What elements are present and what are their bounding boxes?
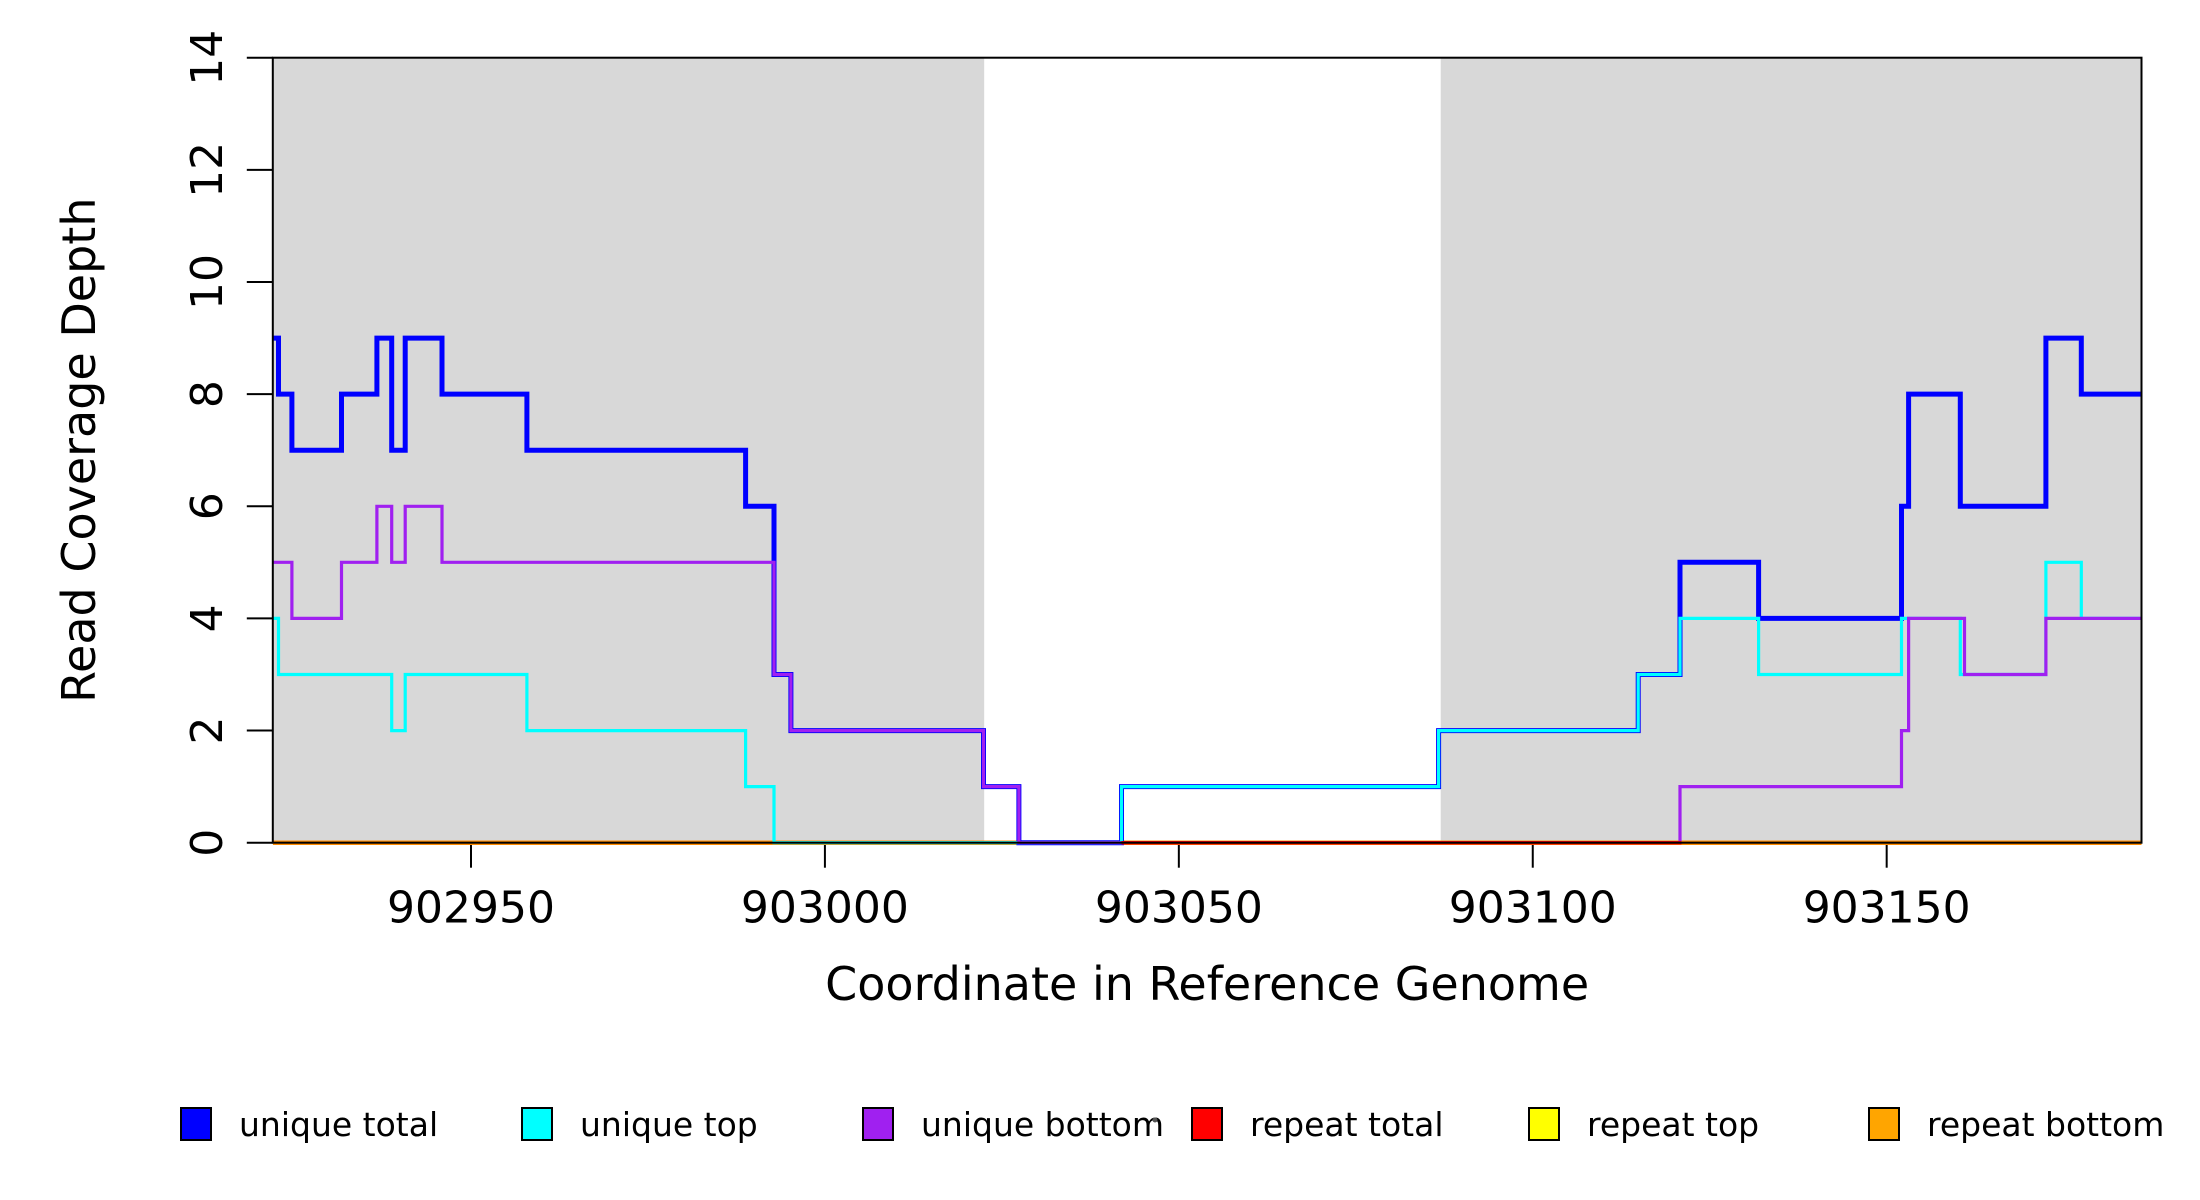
x-tick-label: 903050 — [1095, 883, 1263, 934]
x-tick-label: 903100 — [1449, 883, 1617, 934]
y-tick-label: 0 — [182, 829, 233, 857]
series-line-unique-top — [272, 560, 2142, 845]
x-tick-label: 903150 — [1803, 883, 1971, 934]
legend-label-unique-top: unique top — [580, 1105, 758, 1144]
x-axis-title: Coordinate in Reference Genome — [825, 957, 1589, 1011]
x-tick-label: 902950 — [387, 883, 555, 934]
legend-label-repeat-top: repeat top — [1587, 1105, 1759, 1144]
shaded-region — [1440, 57, 2142, 843]
legend-swatch-unique-total — [180, 1107, 212, 1141]
legend-swatch-repeat-bottom — [1868, 1107, 1900, 1141]
legend-label-repeat-bottom: repeat bottom — [1927, 1105, 2164, 1144]
series-line-unique-bottom — [272, 504, 2142, 845]
y-axis-title: Read Coverage Depth — [52, 198, 106, 703]
y-tick-label: 6 — [182, 492, 233, 520]
y-tick-label: 8 — [182, 380, 233, 408]
y-tick-label: 14 — [182, 30, 233, 86]
legend-label-unique-total: unique total — [239, 1105, 438, 1144]
y-tick-label: 4 — [182, 604, 233, 632]
legend-swatch-repeat-total — [1191, 1107, 1223, 1141]
y-tick-label: 2 — [182, 717, 233, 745]
legend-swatch-repeat-top — [1528, 1107, 1560, 1141]
x-tick-label: 903000 — [741, 883, 909, 934]
y-tick-label: 12 — [182, 142, 233, 198]
plot-border — [271, 56, 2143, 844]
legend-swatch-unique-bottom — [862, 1107, 894, 1141]
legend-label-unique-bottom: unique bottom — [921, 1105, 1164, 1144]
legend-swatch-unique-top — [521, 1107, 553, 1141]
y-tick-label: 10 — [182, 254, 233, 310]
stray-dot — [1152, 1117, 1158, 1123]
legend-label-repeat-total: repeat total — [1250, 1105, 1444, 1144]
